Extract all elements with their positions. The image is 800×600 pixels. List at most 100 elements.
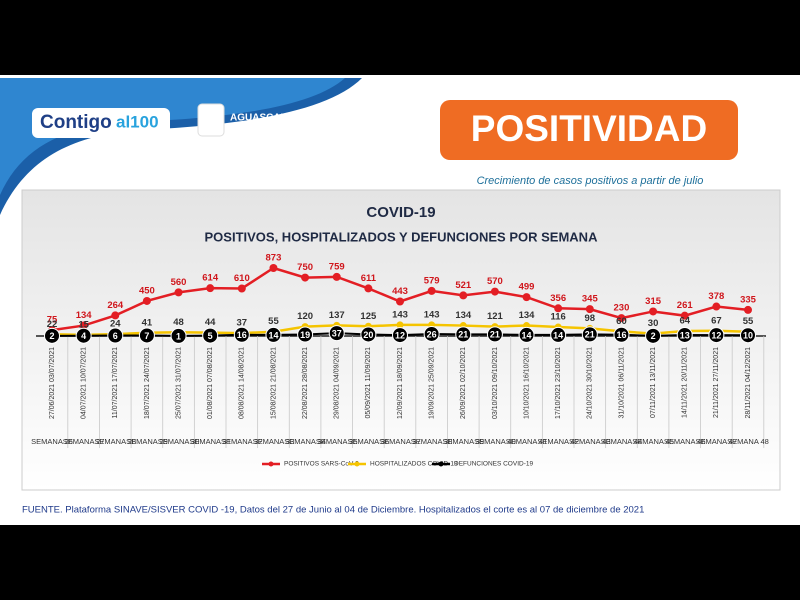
point — [332, 272, 341, 281]
data-label: 261 — [677, 300, 694, 311]
x-tick-label: 18/07/2021 24/07/2021 — [144, 347, 151, 419]
header-shape — [0, 78, 345, 195]
point — [138, 327, 155, 344]
x-tick-label: 03/10/2021 09/10/2021 — [492, 347, 499, 419]
point — [613, 326, 630, 343]
data-label: 64 — [679, 316, 690, 327]
chart-subtitle: POSITIVOS, HOSPITALIZADOS Y DEFUNCIONES … — [205, 229, 599, 244]
week-label: SEMANA 37 — [379, 437, 421, 446]
point — [44, 327, 60, 344]
data-label: 450 — [139, 285, 155, 296]
x-tick-label: 12/09/2021 18/09/2021 — [397, 347, 404, 419]
week-label: SEMANA 33 — [253, 437, 295, 446]
data-label: 335 — [740, 294, 757, 305]
data-label: 315 — [645, 296, 662, 307]
point — [423, 325, 440, 342]
data-label: 13 — [680, 330, 690, 340]
point — [328, 325, 345, 342]
point — [455, 326, 472, 343]
point — [490, 287, 499, 296]
x-tick-label: 27/06/2021 03/07/2021 — [49, 347, 56, 419]
point — [744, 305, 752, 314]
point — [360, 326, 377, 343]
data-label: 873 — [266, 253, 282, 264]
x-tick-label: 19/09/2021 25/09/2021 — [428, 347, 435, 419]
x-tick-label: 14/11/2021 20/11/2021 — [682, 347, 689, 418]
week-label: SEMANA 43 — [569, 437, 611, 446]
point — [708, 327, 725, 344]
week-label: SEMANA 32 — [221, 437, 263, 446]
point — [518, 326, 535, 343]
data-label: 10 — [743, 331, 753, 341]
legend-label: DEFUNCIONES COVID-19 — [454, 461, 533, 468]
point — [237, 284, 246, 293]
data-label: 67 — [711, 315, 722, 326]
week-label: SEMANA 30 — [158, 437, 200, 446]
data-label: 1 — [176, 331, 181, 341]
point — [392, 327, 408, 344]
data-label: 20 — [363, 330, 373, 340]
x-tick-label: 08/08/2021 14/08/2021 — [239, 347, 246, 419]
point — [206, 284, 215, 293]
data-label: 16 — [616, 330, 626, 340]
data-label: 21 — [490, 330, 500, 340]
logo-box — [32, 108, 170, 138]
data-label: 134 — [519, 310, 536, 321]
chart-title: COVID-19 — [366, 204, 435, 221]
data-label: 120 — [297, 311, 313, 322]
data-label: 16 — [237, 330, 247, 340]
data-label: 14 — [268, 330, 278, 340]
data-label: 55 — [268, 316, 279, 327]
x-tick-label: 01/08/2021 07/08/2021 — [207, 347, 214, 419]
data-label: 6 — [113, 331, 118, 341]
x-tick-label: 31/10/2021 06/11/2021 — [618, 347, 625, 419]
week-label: SEMANA 38 — [411, 437, 453, 446]
data-label: 143 — [424, 309, 440, 320]
point — [265, 326, 282, 343]
data-label: 121 — [487, 311, 504, 322]
data-label: 24 — [110, 319, 121, 330]
point — [111, 311, 120, 320]
week-label: SEMANA 42 — [537, 437, 579, 446]
legend-swatch — [438, 461, 444, 467]
point — [364, 284, 373, 293]
data-label: 750 — [297, 262, 313, 273]
data-label: 610 — [234, 273, 250, 284]
data-label: 521 — [455, 280, 472, 291]
tagline: Crecimiento de casos positivos a partir … — [477, 175, 704, 187]
x-tick-label: 25/07/2021 31/07/2021 — [175, 347, 182, 419]
week-label: SEMANA 26 — [31, 437, 73, 446]
point — [740, 327, 756, 344]
x-tick-label: 07/11/2021 13/11/2021 — [650, 347, 657, 418]
point — [680, 311, 689, 320]
data-label: 21 — [458, 330, 468, 340]
data-label: 230 — [614, 303, 630, 314]
data-label: 41 — [142, 317, 153, 328]
data-label: 499 — [519, 282, 535, 293]
point — [202, 327, 219, 344]
x-tick-label: 26/09/2021 02/10/2021 — [460, 347, 467, 419]
data-label: 345 — [582, 294, 599, 305]
data-label: 30 — [648, 318, 659, 329]
data-label: 134 — [76, 310, 93, 321]
data-label: 2 — [651, 331, 656, 341]
data-label: 4 — [81, 331, 86, 341]
legend-swatch — [268, 461, 274, 467]
week-label: SEMANA 31 — [189, 437, 231, 446]
data-label: 55 — [743, 316, 754, 327]
week-label: SEMANA 39 — [442, 437, 484, 446]
legend-label: POSITIVOS SARS-CoV-2 — [284, 461, 359, 468]
point — [75, 327, 92, 344]
state-name: AGUASCALIENTES — [230, 113, 323, 124]
point — [297, 326, 314, 343]
x-tick-label: 21/11/2021 27/11/2021 — [713, 347, 720, 418]
source-note: FUENTE. Plataforma SINAVE/SISVER COVID -… — [22, 505, 644, 516]
point — [712, 302, 721, 311]
data-label: 12 — [395, 330, 405, 340]
logo-text: Contigo — [40, 112, 112, 133]
point — [522, 293, 531, 302]
x-tick-label: 04/07/2021 10/07/2021 — [80, 347, 87, 419]
point — [581, 326, 598, 343]
